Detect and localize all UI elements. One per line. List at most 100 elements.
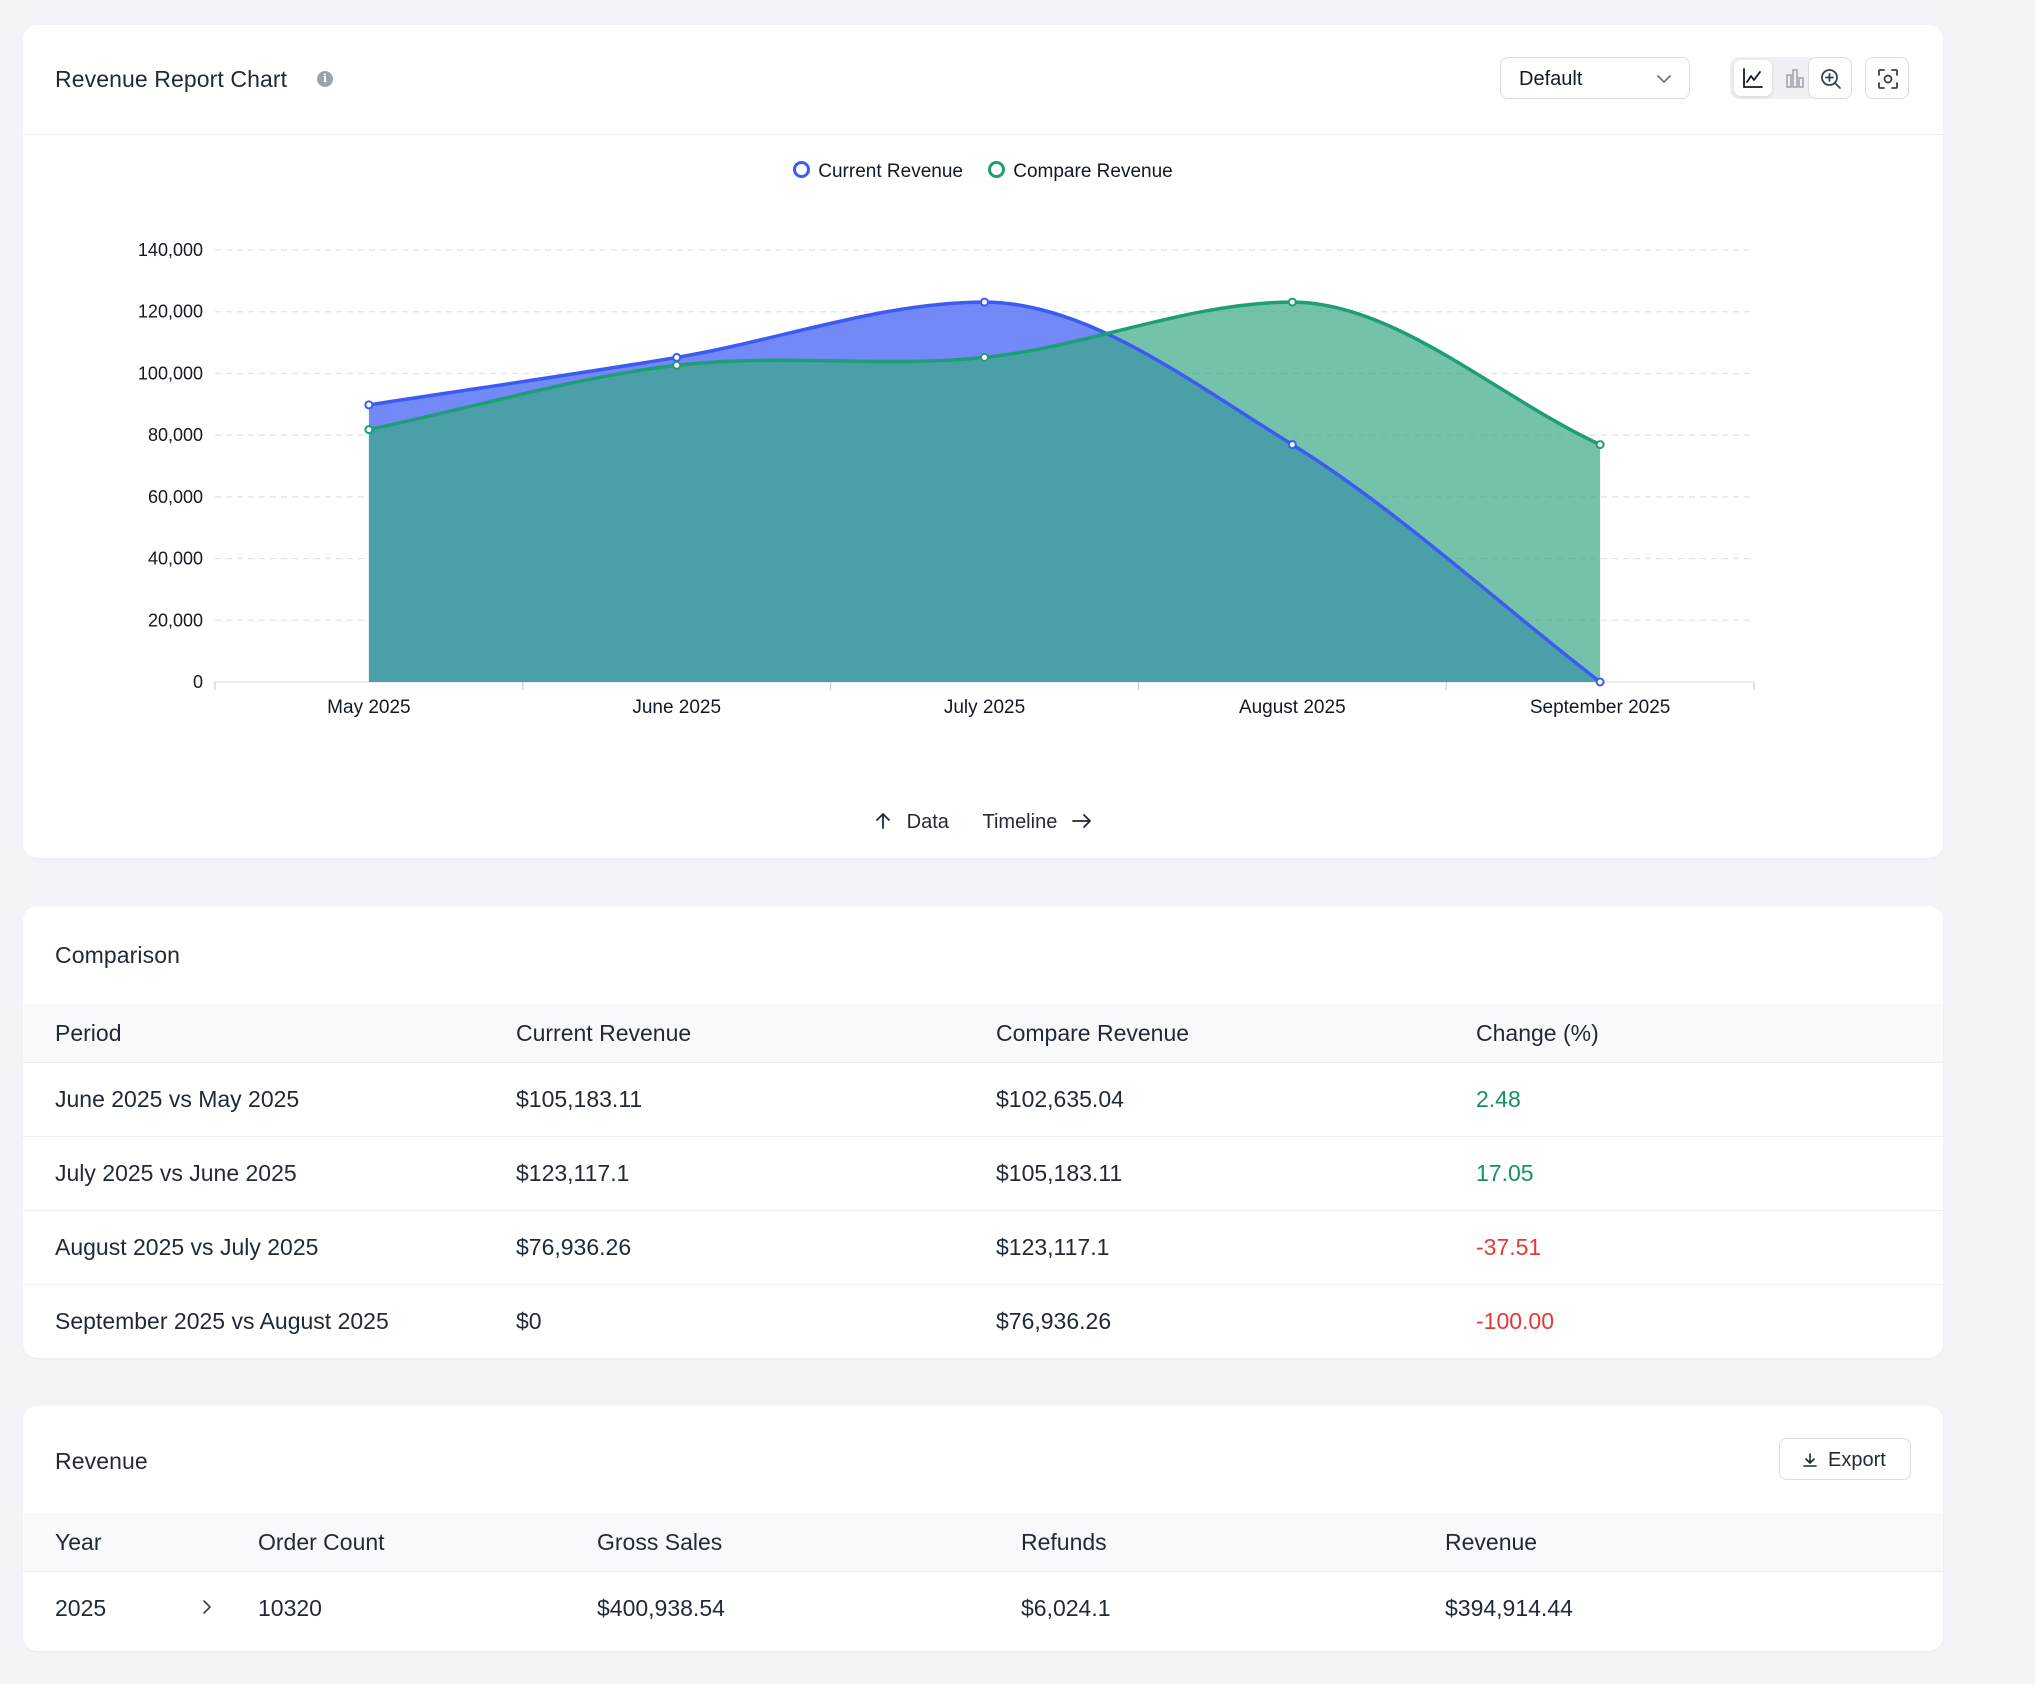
refunds-cell: $6,024.1 — [1021, 1571, 1445, 1645]
zoom-in-icon — [1821, 69, 1841, 89]
column-header[interactable]: Current Revenue — [516, 1004, 996, 1063]
data-point — [1287, 297, 1297, 307]
column-header[interactable]: Year — [23, 1513, 258, 1572]
line-chart-icon — [1743, 68, 1763, 88]
compare-revenue-cell: $105,183.11 — [996, 1136, 1476, 1211]
period-cell: July 2025 vs June 2025 — [23, 1136, 516, 1211]
current-revenue-cell: $105,183.11 — [516, 1062, 996, 1137]
x-tick-label: July 2025 — [944, 697, 1025, 718]
current-revenue-cell: $0 — [516, 1284, 996, 1358]
capture-button[interactable] — [1865, 57, 1909, 99]
data-point — [980, 297, 989, 307]
series-line — [368, 300, 1602, 684]
table-header-row: Year Order Count Gross Sales Refunds Rev… — [23, 1513, 1943, 1572]
table-row: July 2025 vs June 2025 $123,117.1 $105,1… — [23, 1136, 1943, 1211]
line-chart-toggle[interactable] — [1734, 60, 1772, 96]
export-button[interactable]: Export — [1779, 1438, 1911, 1480]
current-revenue-cell: $123,117.1 — [516, 1136, 996, 1211]
revenue-card: Revenue Export Year Order Count Gross Sa… — [23, 1406, 1943, 1651]
change-cell: 17.05 — [1476, 1136, 1943, 1211]
zoom-button[interactable] — [1808, 57, 1852, 99]
column-header[interactable]: Compare Revenue — [996, 1004, 1476, 1063]
period-cell: August 2025 vs July 2025 — [23, 1210, 516, 1285]
compare-revenue-cell: $123,117.1 — [996, 1210, 1476, 1285]
y-tick-label: 80,000 — [148, 425, 203, 445]
capture-icon — [1878, 69, 1898, 89]
y-tick-label: 100,000 — [138, 363, 203, 383]
chart-card-header: Revenue Report Chart i Default — [23, 25, 1943, 135]
data-axis-label: Data — [873, 811, 949, 834]
table-header-row: Period Current Revenue Compare Revenue C… — [23, 1004, 1943, 1063]
chart-axis-footer: Data Timeline — [23, 811, 1943, 834]
series-area — [368, 302, 1601, 682]
current-revenue-cell: $76,936.26 — [516, 1210, 996, 1285]
data-point — [980, 352, 989, 362]
column-header[interactable]: Order Count — [258, 1513, 597, 1572]
column-header[interactable]: Gross Sales — [597, 1513, 1021, 1572]
info-icon[interactable]: i — [317, 71, 333, 87]
change-cell: 2.48 — [1476, 1062, 1943, 1137]
bar-chart-toggle[interactable] — [1776, 60, 1814, 96]
legend-item-current[interactable]: Current Revenue — [793, 161, 963, 183]
x-tick-label: September 2025 — [1530, 697, 1671, 718]
timeline-axis-label: Timeline — [982, 811, 1092, 834]
y-tick-label: 120,000 — [138, 302, 203, 322]
legend-marker — [793, 161, 811, 178]
x-tick-label: August 2025 — [1239, 697, 1346, 718]
revenue-area-chart: 0 20,000 40,000 60,000 80,000 100,000 120,000 1… — [138, 240, 1755, 718]
chevron-right-icon[interactable] — [200, 1598, 214, 1616]
data-point — [1595, 677, 1605, 687]
column-header[interactable]: Refunds — [1021, 1513, 1445, 1572]
data-point — [672, 352, 682, 362]
period-cell: June 2025 vs May 2025 — [23, 1062, 516, 1137]
comparison-card: Comparison Period Current Revenue Compar… — [23, 906, 1943, 1358]
legend-marker — [988, 161, 1006, 178]
change-cell: -37.51 — [1476, 1210, 1943, 1285]
export-label: Export — [1828, 1449, 1886, 1471]
arrow-up-icon — [876, 813, 891, 829]
column-header[interactable]: Revenue — [1445, 1513, 1943, 1572]
data-point — [1287, 440, 1297, 450]
x-tick-label: June 2025 — [632, 697, 721, 718]
order-count-cell: 10320 — [258, 1571, 597, 1645]
y-tick-label: 60,000 — [148, 487, 203, 507]
bar-chart-icon — [1786, 69, 1804, 88]
revenue-title: Revenue — [55, 1448, 148, 1474]
y-tick-label: 20,000 — [148, 610, 203, 630]
view-select[interactable]: Default — [1500, 57, 1690, 99]
comparison-table: Period Current Revenue Compare Revenue C… — [23, 1004, 1943, 1358]
column-header[interactable]: Period — [23, 1004, 516, 1063]
comparison-title: Comparison — [55, 942, 180, 968]
year-cell: 2025 — [23, 1571, 258, 1645]
timeline-label: Timeline — [982, 811, 1058, 833]
compare-revenue-cell: $102,635.04 — [996, 1062, 1476, 1137]
table-row: September 2025 vs August 2025 $0 $76,936… — [23, 1284, 1943, 1358]
period-cell: September 2025 vs August 2025 — [23, 1284, 516, 1358]
data-point — [364, 400, 374, 410]
download-icon — [1803, 1453, 1817, 1467]
chart-type-toggle — [1730, 57, 1818, 99]
column-header[interactable]: Change (%) — [1476, 1004, 1943, 1063]
y-tick-label: 140,000 — [138, 240, 203, 260]
legend-item-compare[interactable]: Compare Revenue — [988, 161, 1173, 183]
table-row: August 2025 vs July 2025 $76,936.26 $123… — [23, 1210, 1943, 1285]
gross-sales-cell: $400,938.54 — [597, 1571, 1021, 1645]
data-point — [1595, 440, 1605, 450]
table-row: June 2025 vs May 2025 $105,183.11 $102,6… — [23, 1062, 1943, 1137]
arrow-right-icon — [1071, 814, 1091, 828]
revenue-table: Year Order Count Gross Sales Refunds Rev… — [23, 1513, 1943, 1645]
x-tick-label: May 2025 — [327, 697, 410, 718]
y-tick-label: 40,000 — [148, 549, 203, 569]
table-row[interactable]: 2025 10320 $400,938.54 $6,024.1 $394,914… — [23, 1571, 1943, 1645]
chart-title: Revenue Report Chart — [55, 66, 288, 92]
compare-revenue-cell: $76,936.26 — [996, 1284, 1476, 1358]
change-cell: -100.00 — [1476, 1284, 1943, 1358]
year-value: 2025 — [55, 1595, 107, 1621]
revenue-cell: $394,914.44 — [1445, 1571, 1943, 1645]
legend-label: Current Revenue — [818, 161, 963, 182]
revenue-chart-card: Revenue Report Chart i Default — [23, 25, 1943, 858]
legend-label: Compare Revenue — [1013, 161, 1173, 182]
data-point — [672, 360, 682, 370]
view-select-value: Default — [1519, 68, 1583, 90]
chart-legend: Current Revenue Compare Revenue — [23, 161, 1943, 183]
